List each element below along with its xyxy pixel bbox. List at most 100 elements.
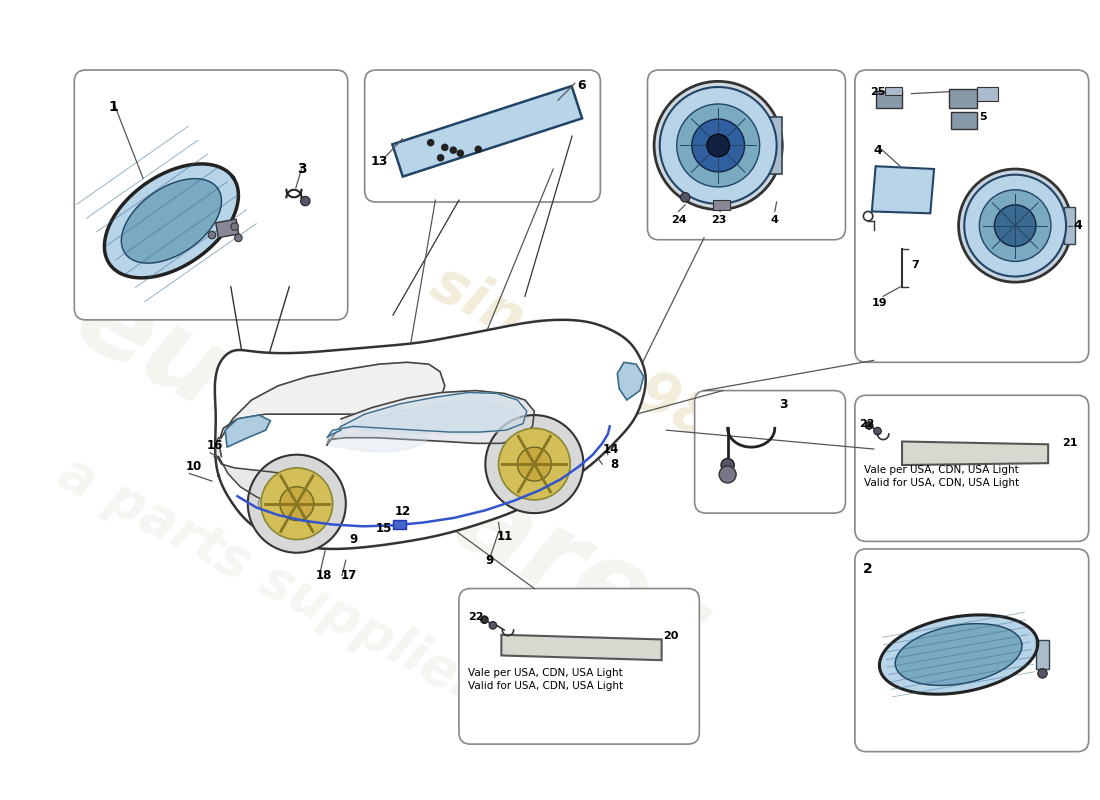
Bar (1036, 640, 1049, 669)
FancyBboxPatch shape (365, 70, 601, 202)
FancyBboxPatch shape (75, 70, 348, 320)
Text: 22: 22 (859, 419, 876, 429)
Circle shape (676, 104, 760, 187)
Text: 4: 4 (770, 215, 778, 226)
Circle shape (720, 458, 734, 472)
Text: 25: 25 (870, 87, 886, 97)
Circle shape (456, 150, 464, 157)
Polygon shape (219, 362, 444, 457)
Text: 22: 22 (469, 612, 484, 622)
Circle shape (979, 190, 1050, 262)
Circle shape (474, 146, 482, 153)
Text: 19: 19 (872, 298, 888, 308)
Circle shape (441, 143, 449, 151)
Polygon shape (214, 320, 646, 549)
Text: 13: 13 (371, 155, 387, 168)
Polygon shape (895, 624, 1022, 686)
Circle shape (498, 428, 570, 500)
Bar (714, 200, 730, 210)
Bar (978, 87, 998, 101)
Text: 15: 15 (376, 522, 393, 535)
Text: Valid for USA, CDN, USA Light: Valid for USA, CDN, USA Light (865, 478, 1020, 488)
Circle shape (1037, 669, 1047, 678)
Circle shape (481, 616, 488, 623)
Circle shape (660, 87, 777, 204)
Circle shape (258, 496, 273, 511)
Circle shape (719, 466, 736, 483)
Text: 11: 11 (497, 530, 513, 542)
FancyBboxPatch shape (855, 549, 1089, 752)
Circle shape (965, 174, 1066, 277)
Circle shape (707, 134, 729, 157)
Text: Valid for USA, CDN, USA Light: Valid for USA, CDN, USA Light (469, 682, 624, 691)
Text: 10: 10 (186, 460, 201, 473)
Circle shape (958, 169, 1071, 282)
Polygon shape (502, 634, 661, 660)
Text: 6: 6 (576, 79, 585, 93)
FancyBboxPatch shape (855, 395, 1089, 542)
Text: Vale per USA, CDN, USA Light: Vale per USA, CDN, USA Light (865, 465, 1019, 474)
Polygon shape (121, 178, 221, 263)
Circle shape (208, 231, 216, 238)
Text: 3: 3 (297, 162, 307, 177)
Text: 18: 18 (316, 569, 332, 582)
Polygon shape (104, 164, 239, 278)
Polygon shape (872, 166, 934, 214)
Polygon shape (327, 393, 527, 438)
Text: 17: 17 (341, 569, 358, 582)
Text: 4: 4 (873, 143, 882, 157)
Text: 3: 3 (780, 398, 788, 411)
Text: 20: 20 (663, 631, 679, 641)
Text: eurospares: eurospares (57, 263, 728, 687)
FancyBboxPatch shape (648, 70, 846, 240)
Text: 21: 21 (1063, 438, 1078, 448)
Bar (876, 90, 902, 108)
Text: 4: 4 (1074, 219, 1082, 232)
Polygon shape (902, 442, 1048, 465)
Text: 1: 1 (108, 100, 118, 114)
FancyBboxPatch shape (855, 70, 1089, 362)
Text: 5: 5 (979, 113, 987, 122)
Circle shape (517, 447, 551, 481)
Text: Vale per USA, CDN, USA Light: Vale per USA, CDN, USA Light (469, 668, 623, 678)
Circle shape (437, 154, 444, 162)
Circle shape (994, 205, 1036, 246)
Polygon shape (327, 425, 429, 452)
Bar (952, 113, 978, 130)
Circle shape (654, 82, 782, 210)
FancyBboxPatch shape (694, 390, 846, 513)
Circle shape (248, 454, 345, 553)
Polygon shape (327, 390, 535, 446)
Circle shape (873, 427, 881, 435)
Circle shape (234, 234, 242, 242)
Circle shape (450, 146, 458, 154)
Polygon shape (216, 438, 319, 511)
Text: 16: 16 (207, 439, 222, 452)
Circle shape (300, 196, 310, 206)
Circle shape (279, 486, 313, 521)
Text: a parts supplier: a parts supplier (51, 446, 491, 713)
Text: 24: 24 (671, 215, 686, 226)
Text: 9: 9 (350, 534, 358, 546)
Text: 12: 12 (395, 505, 411, 518)
Bar (393, 520, 406, 529)
Text: 14: 14 (602, 442, 618, 456)
Bar (949, 89, 978, 108)
Text: 9: 9 (485, 554, 494, 567)
Polygon shape (617, 362, 643, 400)
Bar (767, 117, 782, 174)
Bar (216, 219, 239, 238)
Circle shape (490, 622, 497, 629)
Text: 23: 23 (711, 215, 726, 226)
Bar (886, 87, 902, 94)
Text: 2: 2 (862, 562, 872, 576)
Text: 8: 8 (609, 458, 618, 471)
Circle shape (692, 119, 745, 172)
Polygon shape (879, 615, 1037, 694)
Text: since 1985: since 1985 (421, 254, 760, 470)
Circle shape (231, 222, 239, 230)
Circle shape (485, 415, 583, 513)
Circle shape (866, 422, 872, 430)
Polygon shape (226, 415, 271, 447)
Circle shape (261, 468, 332, 539)
